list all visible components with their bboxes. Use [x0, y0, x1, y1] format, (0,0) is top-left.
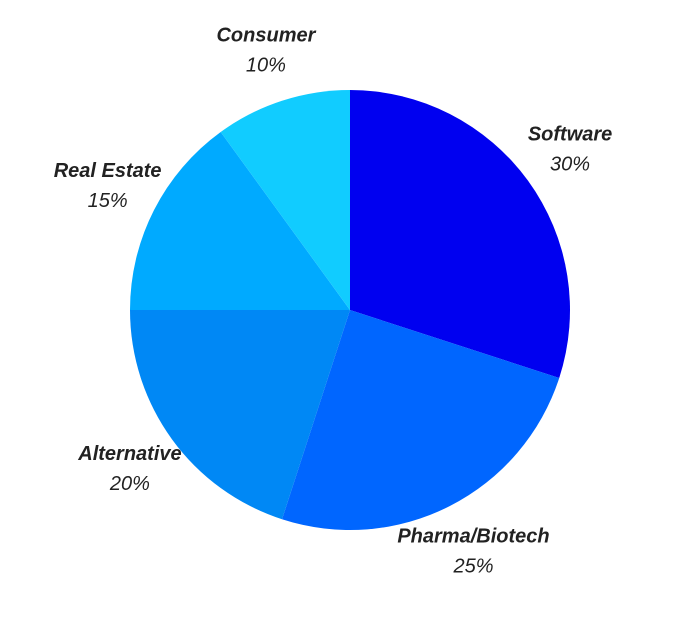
- pie-slice: [282, 310, 560, 530]
- pie-slice: [220, 90, 350, 310]
- pie-slice: [130, 132, 350, 310]
- slice-label: Alternative: [77, 443, 181, 465]
- slice-value-label: 30%: [550, 153, 590, 175]
- slice-label: Consumer: [216, 25, 316, 47]
- slice-value-label: 15%: [88, 190, 128, 212]
- pie-slice: [130, 310, 350, 520]
- slice-value-label: 10%: [246, 55, 286, 77]
- slice-label: Pharma/Biotech: [397, 526, 549, 548]
- slice-value-label: 20%: [109, 473, 150, 495]
- slice-value-label: 25%: [452, 556, 493, 578]
- slice-label: Real Estate: [54, 160, 162, 182]
- slice-label: Software: [528, 123, 612, 145]
- pie-slice: [350, 90, 570, 378]
